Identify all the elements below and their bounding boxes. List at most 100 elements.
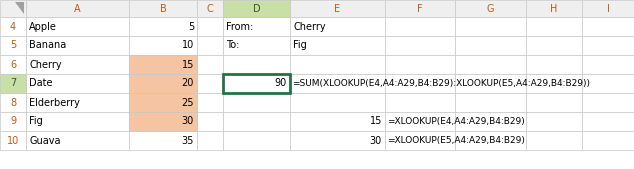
Bar	[526, 74, 582, 93]
Bar	[290, 17, 385, 36]
Bar	[26, 17, 129, 36]
Bar	[129, 17, 197, 36]
Bar	[290, 74, 385, 93]
Text: A: A	[74, 4, 81, 14]
Bar	[129, 74, 197, 93]
Bar	[0, 112, 26, 131]
Bar	[582, 93, 634, 112]
Bar	[582, 131, 634, 150]
Bar	[26, 55, 129, 74]
Text: Date: Date	[29, 78, 53, 89]
Bar	[0, 74, 26, 93]
Bar	[26, 112, 129, 131]
Text: Fig: Fig	[29, 116, 42, 127]
Bar	[455, 131, 526, 150]
Bar	[385, 17, 455, 36]
Text: Cherry: Cherry	[29, 59, 61, 69]
Bar	[197, 112, 223, 131]
Bar	[385, 36, 455, 55]
Bar	[385, 74, 455, 93]
Bar	[223, 74, 290, 93]
Bar	[129, 55, 197, 74]
Bar	[197, 74, 223, 93]
Bar	[582, 0, 634, 17]
Bar	[290, 131, 385, 150]
Bar	[197, 131, 223, 150]
Bar	[526, 112, 582, 131]
Bar	[455, 0, 526, 17]
Text: 8: 8	[10, 98, 16, 107]
Bar	[223, 55, 290, 74]
Text: Elderberry: Elderberry	[29, 98, 80, 107]
Text: Fig: Fig	[293, 41, 307, 51]
Bar	[223, 74, 290, 93]
Bar	[290, 0, 385, 17]
Bar	[290, 112, 385, 131]
Text: Apple: Apple	[29, 21, 57, 31]
Text: F: F	[417, 4, 423, 14]
Bar	[223, 36, 290, 55]
Bar	[526, 93, 582, 112]
Text: 10: 10	[182, 41, 194, 51]
Bar	[455, 36, 526, 55]
Bar	[197, 55, 223, 74]
Bar	[526, 36, 582, 55]
Bar	[455, 17, 526, 36]
Text: D: D	[253, 4, 261, 14]
Text: 15: 15	[181, 59, 194, 69]
Bar	[129, 55, 197, 74]
Text: 6: 6	[10, 59, 16, 69]
Text: E: E	[335, 4, 340, 14]
Bar	[526, 17, 582, 36]
Bar	[197, 36, 223, 55]
Bar	[455, 74, 526, 93]
Bar	[223, 17, 290, 36]
Bar	[526, 0, 582, 17]
Bar	[223, 112, 290, 131]
Bar	[26, 36, 129, 55]
Bar	[129, 0, 197, 17]
Bar	[129, 112, 197, 131]
Bar	[197, 0, 223, 17]
Text: I: I	[607, 4, 609, 14]
Bar	[197, 17, 223, 36]
Bar	[582, 55, 634, 74]
Text: Cherry: Cherry	[293, 21, 326, 31]
Text: 4: 4	[10, 21, 16, 31]
Text: 7: 7	[10, 78, 16, 89]
Text: =XLOOKUP(E4,A4:A29,B4:B29): =XLOOKUP(E4,A4:A29,B4:B29)	[387, 117, 525, 126]
Text: =SUM(XLOOKUP(E4,A4:A29,B4:B29):XLOOKUP(E5,A4:A29,B4:B29)): =SUM(XLOOKUP(E4,A4:A29,B4:B29):XLOOKUP(E…	[292, 79, 590, 88]
Bar	[0, 17, 26, 36]
Text: Banana: Banana	[29, 41, 66, 51]
Bar	[26, 0, 129, 17]
Bar	[223, 0, 290, 17]
Bar	[0, 55, 26, 74]
Bar	[0, 36, 26, 55]
Bar	[385, 93, 455, 112]
Text: 20: 20	[181, 78, 194, 89]
Bar	[385, 55, 455, 74]
Bar	[526, 131, 582, 150]
Bar	[223, 0, 290, 17]
Text: H: H	[550, 4, 558, 14]
Bar	[129, 131, 197, 150]
Bar	[26, 131, 129, 150]
Bar	[0, 0, 26, 17]
Bar	[385, 0, 455, 17]
Bar	[582, 112, 634, 131]
Bar	[526, 55, 582, 74]
Bar	[129, 93, 197, 112]
Bar	[223, 131, 290, 150]
Text: 35: 35	[181, 136, 194, 146]
Text: To:: To:	[226, 41, 240, 51]
Bar	[0, 131, 26, 150]
Text: G: G	[487, 4, 495, 14]
Bar	[129, 36, 197, 55]
Text: B: B	[160, 4, 166, 14]
Text: C: C	[207, 4, 214, 14]
Text: 9: 9	[10, 116, 16, 127]
Text: =XLOOKUP(E5,A4:A29,B4:B29): =XLOOKUP(E5,A4:A29,B4:B29)	[387, 136, 525, 145]
Bar	[129, 93, 197, 112]
Bar	[197, 93, 223, 112]
Text: 10: 10	[7, 136, 19, 146]
